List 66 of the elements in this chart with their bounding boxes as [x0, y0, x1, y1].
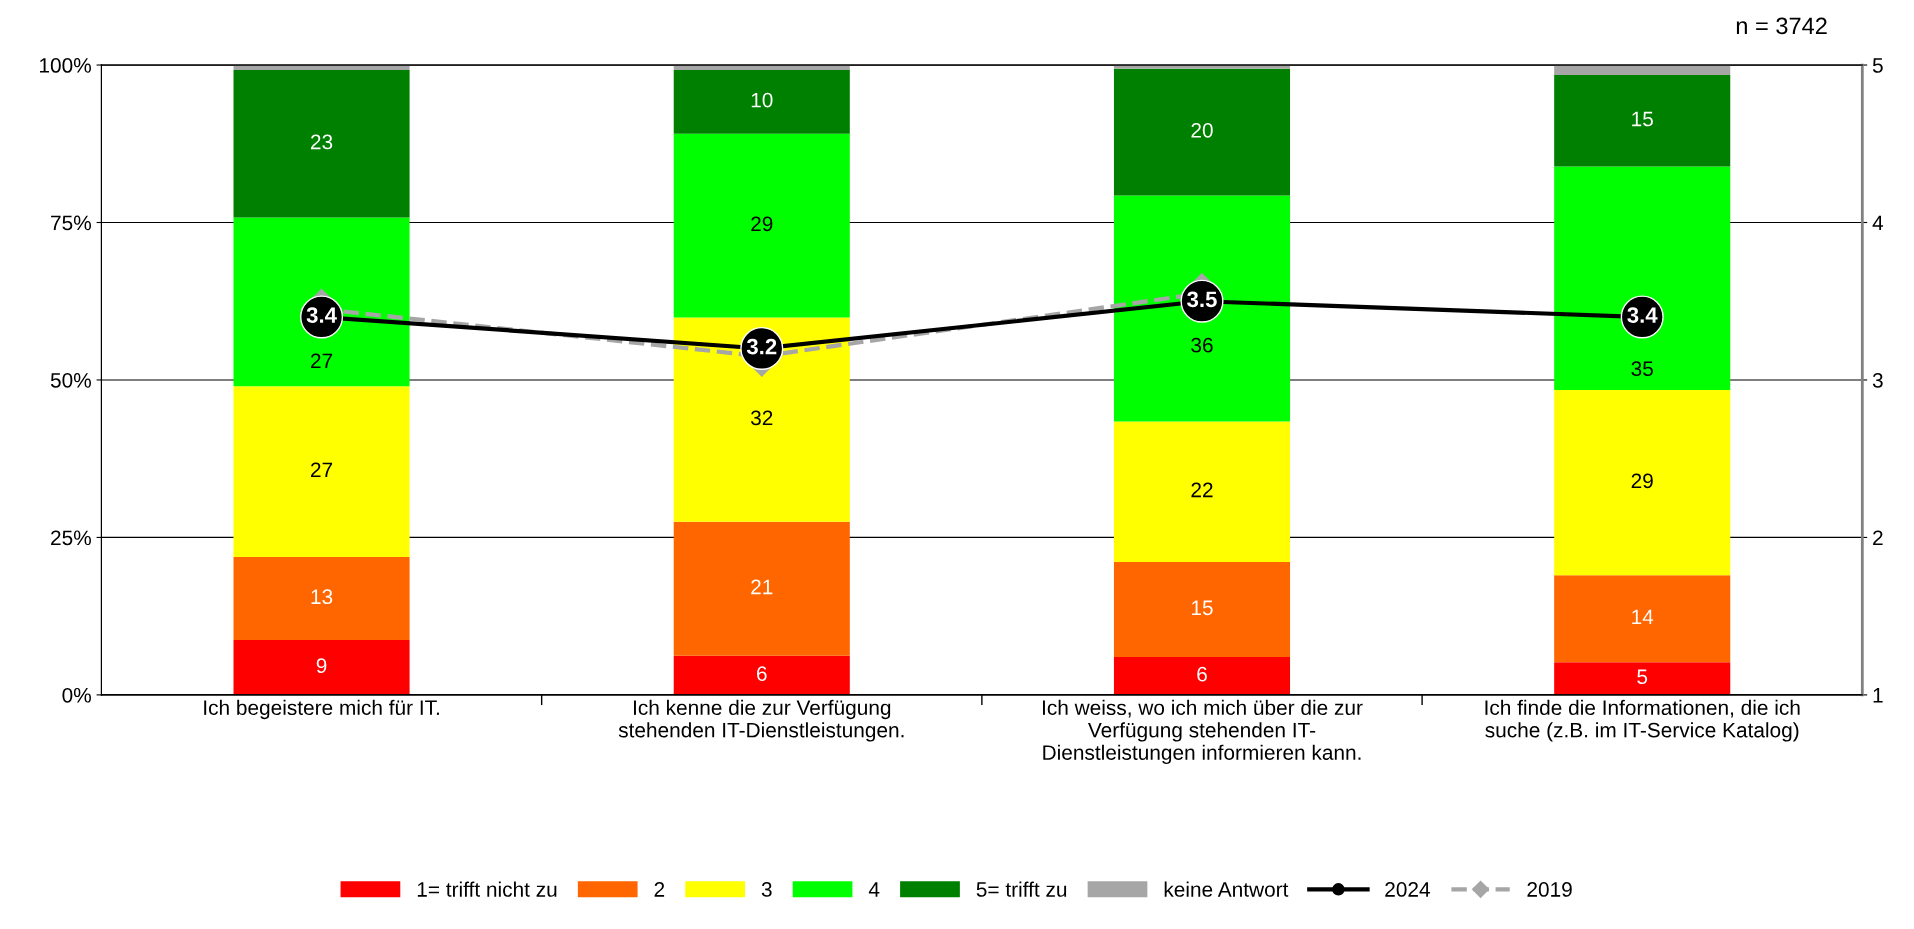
- data-label: 15: [1632, 111, 1653, 127]
- y2-tick-label: 4: [1872, 215, 1884, 231]
- y2-tick-label: 2: [1873, 530, 1883, 545]
- bar: [233, 70, 410, 218]
- y-tick-label: 75%: [51, 215, 91, 231]
- text: n = 3742: [1736, 17, 1827, 35]
- x-tick-label: Ich kenne die zur Verfügung stehenden IT-Dienstleistungen.: [618, 699, 904, 742]
- data-label: 3.4: [1627, 307, 1658, 323]
- bar: [673, 521, 850, 656]
- legend-label: 5= trifft zu: [976, 881, 1067, 897]
- bar: [1554, 75, 1731, 167]
- bar: [1113, 68, 1291, 196]
- bar: [1113, 657, 1291, 695]
- bar: [673, 133, 850, 318]
- bar: [1554, 662, 1731, 695]
- bar: [1554, 390, 1731, 576]
- x-tick-label: Ich weiss, wo ich mich über die zur Verfügung stehenden IT- Dienstleistungen informieren kann.: [1042, 699, 1363, 765]
- data-label: 29: [751, 216, 773, 232]
- data-label: 3.2: [746, 338, 777, 355]
- y2-tick-label: 1: [1873, 688, 1883, 703]
- data-label: 20: [1191, 122, 1213, 138]
- data-label: 29: [1631, 473, 1653, 489]
- legend-label: 3: [761, 882, 772, 897]
- bar: [673, 317, 850, 522]
- legend-label: 1= trifft nicht zu: [417, 881, 557, 897]
- x-tick-label: Ich finde die Informationen, die ich suche (z.B. im IT-Service Katalog): [1485, 699, 1800, 742]
- data-label: 35: [1631, 361, 1653, 377]
- y-tick-label: 50%: [50, 372, 91, 388]
- data-label: 36: [1191, 337, 1213, 353]
- y2-tick-label: 5: [1872, 58, 1883, 73]
- bar: [1554, 166, 1731, 391]
- legend-label: 2024: [1385, 882, 1430, 897]
- bar: [233, 556, 410, 641]
- data-label: 22: [1191, 482, 1213, 498]
- bar: [1554, 575, 1731, 663]
- bar: [1113, 195, 1291, 422]
- data-label: 3.5: [1187, 291, 1217, 308]
- bar: [233, 640, 410, 695]
- bar: [233, 386, 410, 557]
- data-label: 32: [750, 410, 773, 426]
- bar: [1113, 421, 1291, 562]
- data-label: 9: [316, 658, 327, 674]
- data-label: 23: [311, 134, 333, 150]
- data-label: 6: [757, 666, 767, 681]
- y-tick-label: 100%: [40, 58, 91, 73]
- data-label: 27: [311, 462, 333, 477]
- data-label: 21: [751, 579, 773, 595]
- data-label: 27: [311, 353, 333, 369]
- bar: [673, 655, 850, 695]
- data-label: 6: [1197, 666, 1207, 682]
- legend-label: 2: [654, 882, 665, 897]
- bar: [673, 70, 850, 134]
- y-tick-label: 0%: [62, 687, 91, 703]
- data-label: 10: [751, 92, 773, 108]
- legend-label: 4: [868, 882, 880, 897]
- y-tick-label: 25%: [51, 530, 91, 546]
- data-label: 5: [1637, 669, 1648, 685]
- data-label: 13: [311, 589, 333, 605]
- legend-label: keine Antwort: [1164, 881, 1289, 897]
- x-tick-label: Ich begeistere mich für IT.: [204, 699, 439, 720]
- data-label: 15: [1192, 600, 1213, 616]
- legend-label: 2019: [1527, 882, 1572, 897]
- bar: [233, 217, 410, 387]
- bar: [1113, 561, 1291, 658]
- data-label: 14: [1632, 609, 1654, 625]
- y2-tick-label: 3: [1872, 372, 1883, 388]
